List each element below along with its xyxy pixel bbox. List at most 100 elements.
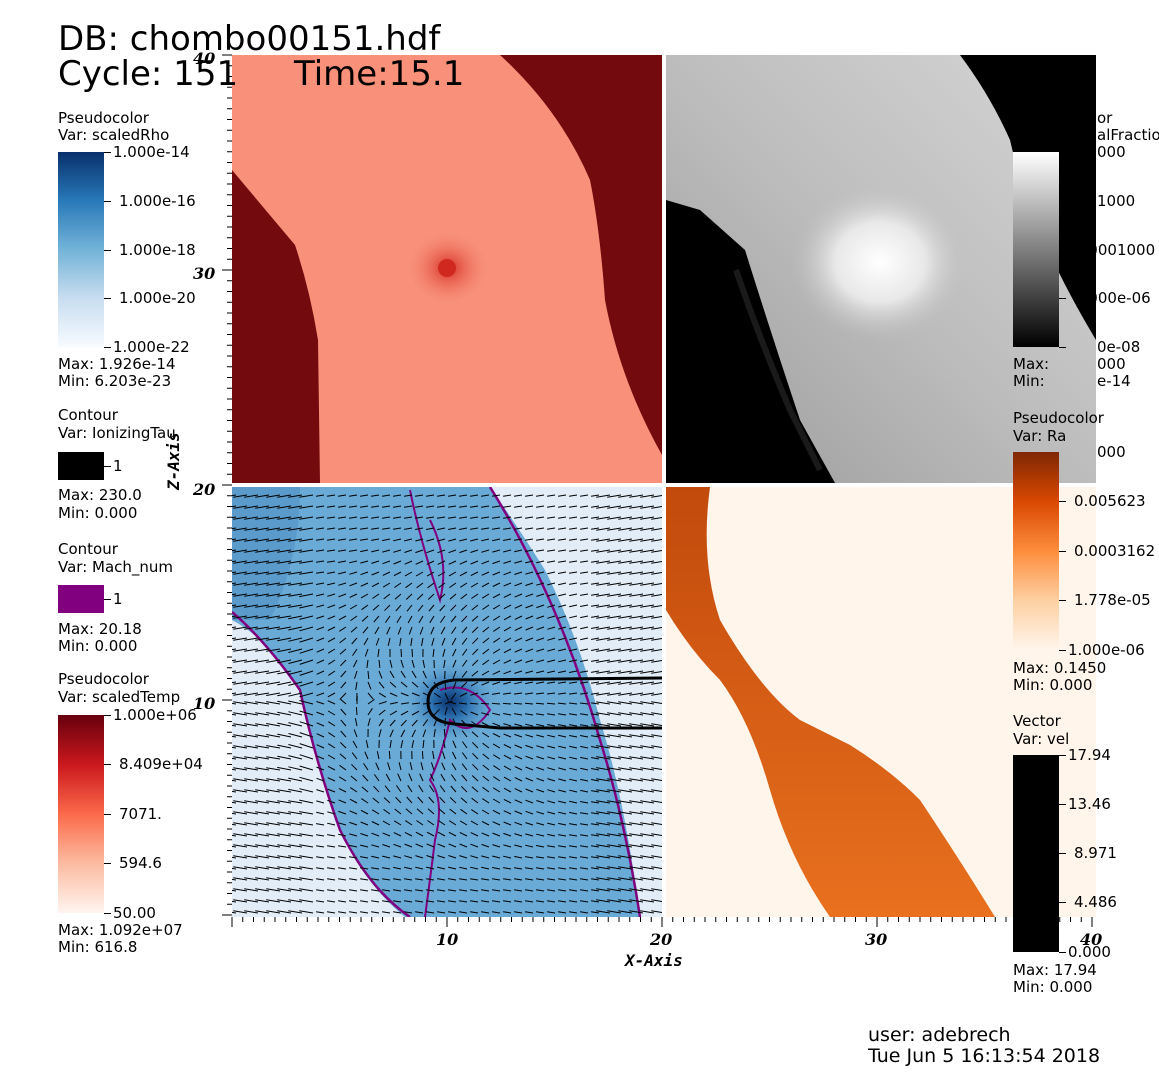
velocity-vector: [266, 560, 281, 564]
velocity-vector: [591, 670, 600, 673]
velocity-vector: [580, 593, 589, 596]
velocity-vector: [591, 604, 600, 607]
legend-type: Pseudocolor: [58, 670, 149, 688]
velocity-vector: [618, 844, 633, 848]
velocity-vector: [471, 659, 479, 666]
velocity-vector: [629, 670, 644, 674]
velocity-vector: [371, 538, 380, 541]
velocity-vector: [525, 788, 534, 793]
velocity-vector: [431, 637, 435, 646]
velocity-vector: [580, 789, 589, 793]
velocity-vector: [503, 538, 512, 541]
velocity-vector: [338, 776, 347, 782]
velocity-vector: [299, 549, 314, 553]
velocity-vector: [591, 911, 600, 914]
velocity-vector: [244, 516, 259, 520]
velocity-vector: [525, 560, 534, 564]
velocity-vector: [596, 756, 611, 760]
velocity-vector: [525, 889, 534, 892]
velocity-vector: [299, 833, 314, 837]
velocity-vector: [536, 582, 545, 586]
velocity-vector: [629, 866, 644, 870]
velocity-vector: [569, 867, 578, 870]
velocity-vector: [316, 527, 325, 530]
velocity-vector: [493, 626, 501, 632]
velocity-vector: [569, 911, 578, 914]
velocity-vector: [288, 626, 303, 631]
velocity-vector: [266, 778, 281, 782]
velocity-vector: [536, 505, 545, 508]
velocity-vector: [338, 593, 347, 598]
velocity-vector: [426, 866, 435, 870]
velocity-vector: [640, 855, 655, 859]
velocity-vector: [361, 604, 369, 611]
velocity-vector: [393, 527, 402, 530]
velocity-vector: [338, 856, 347, 859]
velocity-vector: [327, 788, 336, 793]
velocity-vector: [316, 823, 325, 826]
velocity-vector: [640, 844, 655, 848]
velocity-vector: [629, 910, 644, 914]
velocity-vector: [471, 731, 479, 738]
velocity-vector: [525, 911, 534, 914]
velocity-vector: [481, 722, 490, 727]
velocity-vector: [580, 549, 589, 552]
velocity-vector: [360, 821, 369, 826]
velocity-vector: [433, 708, 440, 716]
velocity-vector: [596, 648, 611, 652]
velocity-vector: [233, 767, 248, 771]
velocity-vector: [426, 889, 435, 892]
velocity-vector: [591, 900, 600, 903]
velocity-vector: [316, 494, 325, 497]
velocity-vector: [525, 582, 534, 586]
velocity-vector: [389, 719, 396, 727]
velocity-vector: [450, 692, 457, 700]
velocity-vector: [503, 754, 512, 760]
velocity-vector: [316, 593, 325, 597]
velocity-vector: [459, 900, 468, 903]
velocity-vector: [481, 889, 490, 892]
velocity-vector: [591, 845, 600, 848]
velocity-vector: [416, 582, 424, 589]
velocity-vector: [439, 615, 446, 623]
velocity-vector: [277, 833, 292, 837]
velocity-vector: [351, 637, 358, 645]
velocity-vector: [232, 900, 237, 903]
velocity-vector: [327, 777, 336, 782]
velocity-vector: [437, 505, 446, 508]
time-label: Time:15.1: [294, 54, 465, 94]
velocity-vector: [277, 549, 292, 553]
velocity-vector: [437, 549, 446, 554]
velocity-vector: [415, 549, 424, 554]
velocity-vector: [378, 659, 381, 668]
velocity-vector: [514, 582, 523, 587]
velocity-vector: [514, 604, 523, 609]
velocity-vector: [382, 582, 391, 588]
velocity-vector: [255, 701, 270, 705]
velocity-vector: [618, 877, 633, 881]
velocity-vector: [492, 648, 501, 654]
velocity-vector: [503, 659, 512, 664]
velocity-vector: [607, 681, 622, 685]
velocity-vector: [382, 911, 391, 914]
velocity-vector: [580, 713, 589, 716]
velocity-vector: [327, 765, 336, 771]
velocity-vector: [651, 712, 662, 716]
velocity-vector: [232, 659, 237, 662]
velocity-vector: [233, 822, 248, 826]
velocity-vector: [580, 505, 589, 508]
velocity-vector: [558, 582, 567, 586]
velocity-vector: [349, 582, 358, 587]
velocity-vector: [640, 811, 655, 815]
velocity-vector: [299, 855, 314, 859]
velocity-vector: [651, 549, 662, 553]
velocity-vector: [383, 797, 391, 804]
velocity-vector: [360, 911, 369, 914]
velocity-vector: [443, 659, 446, 668]
velocity-vector: [448, 494, 457, 497]
velocity-vector: [651, 866, 662, 870]
velocity-vector: [232, 670, 237, 673]
velocity-vector: [525, 571, 534, 575]
velocity-vector: [393, 549, 402, 553]
velocity-vector: [558, 516, 567, 519]
